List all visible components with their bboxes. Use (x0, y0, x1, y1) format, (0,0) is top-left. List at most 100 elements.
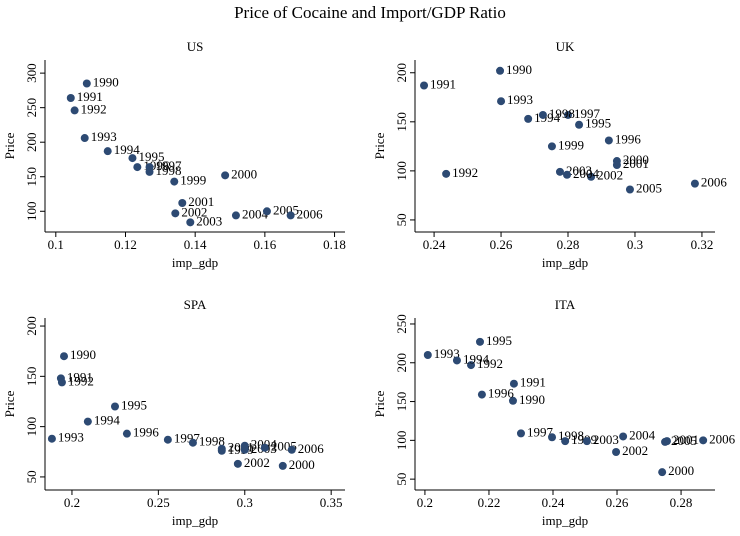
y-tick-label: 50 (24, 470, 39, 483)
panel: ITA 0.2 0.22 0.24 0.26 0.28 50 100 150 200 250 imp_… (372, 297, 736, 528)
point (477, 390, 486, 399)
x-tick-label: 0.12 (114, 237, 137, 252)
point (555, 167, 564, 176)
y-tick-label: 150 (24, 367, 39, 387)
point (625, 185, 634, 194)
point-label: 2005 (671, 433, 697, 448)
y-tick-label: 100 (394, 161, 409, 181)
panel-title: ITA (555, 297, 576, 312)
point-label: 1994 (94, 413, 121, 428)
point (170, 177, 179, 186)
point (122, 429, 131, 438)
point-label: 1992 (477, 356, 503, 371)
point (110, 402, 119, 411)
point-label: 2001 (623, 156, 649, 171)
point (80, 134, 89, 143)
y-tick-label: 200 (394, 353, 409, 373)
point-label: 1993 (58, 430, 84, 445)
figure-title: Price of Cocaine and Import/GDP Ratio (234, 3, 506, 22)
y-tick-label: 50 (394, 213, 409, 226)
point-label: 2001 (188, 194, 214, 209)
point (221, 171, 230, 180)
point (564, 110, 573, 119)
x-axis-label: imp_gdp (172, 513, 218, 528)
point-label: 2003 (196, 213, 222, 228)
point-label: 2002 (622, 443, 648, 458)
point (699, 436, 708, 445)
point (66, 93, 75, 102)
point-label: 1998 (199, 434, 225, 449)
y-tick-label: 250 (394, 314, 409, 334)
x-axis-label: imp_gdp (542, 513, 588, 528)
point-label: 2004 (573, 166, 600, 181)
point (509, 379, 518, 388)
point-label: 1995 (121, 397, 147, 412)
x-tick-label: 0.25 (147, 495, 170, 510)
point (188, 438, 197, 447)
point-label: 1997 (527, 424, 554, 439)
point (658, 468, 667, 477)
point (260, 443, 269, 452)
point-label: 1992 (68, 373, 94, 388)
point (612, 160, 621, 169)
point (690, 179, 699, 188)
point-label: 1994 (114, 142, 141, 157)
y-axis-label: Price (372, 390, 387, 417)
point-label: 1997 (574, 106, 601, 121)
x-tick-label: 0.18 (323, 237, 346, 252)
point (163, 435, 172, 444)
point (524, 114, 533, 123)
point-label: 2000 (231, 166, 257, 181)
x-tick-label: 0.26 (606, 495, 629, 510)
point-label: 1992 (452, 165, 478, 180)
x-tick-label: 0.35 (320, 495, 343, 510)
point-label: 1995 (585, 116, 611, 131)
point-label: 2004 (629, 427, 656, 442)
point-label: 2002 (597, 168, 623, 183)
point-label: 1990 (506, 62, 532, 77)
point-label: 1996 (488, 386, 514, 401)
point (612, 447, 621, 456)
point (587, 172, 596, 181)
point-label: 2001 (673, 432, 699, 447)
point-label: 2003 (593, 432, 619, 447)
point-label: 2005 (273, 202, 299, 217)
point (516, 429, 525, 438)
x-tick-label: 0.22 (478, 495, 501, 510)
point (83, 417, 92, 426)
point (240, 441, 249, 450)
point-label: 1999 (558, 137, 584, 152)
point-label: 1991 (77, 89, 103, 104)
point-label: 1990 (519, 392, 545, 407)
point (178, 198, 187, 207)
point-label: 1994 (463, 351, 490, 366)
y-tick-label: 200 (24, 316, 39, 336)
x-tick-label: 0.1 (48, 237, 64, 252)
x-tick-label: 0.2 (417, 495, 433, 510)
y-axis-label: Price (2, 390, 17, 417)
x-tick-label: 0.28 (557, 237, 580, 252)
panel: SPA 0.2 0.25 0.3 0.35 50 100 150 200 imp_gdp Price… (2, 297, 345, 528)
point-label: 2002 (181, 204, 207, 219)
x-tick-label: 0.32 (691, 237, 714, 252)
point-label: 2000 (668, 463, 694, 478)
point-label: 1990 (93, 74, 119, 89)
point (103, 147, 112, 156)
y-tick-label: 200 (394, 63, 409, 83)
point-label: 1995 (138, 149, 164, 164)
point (538, 110, 547, 119)
point (171, 209, 180, 218)
panel-title: US (187, 39, 204, 54)
y-tick-label: 300 (24, 63, 39, 83)
point (262, 207, 271, 216)
x-tick-label: 0.2 (64, 495, 80, 510)
point-label: 1993 (507, 92, 533, 107)
y-tick-label: 150 (24, 167, 39, 187)
x-tick-label: 0.14 (184, 237, 207, 252)
point-label: 1998 (549, 106, 575, 121)
point-label: 2006 (297, 206, 324, 221)
x-axis-label: imp_gdp (172, 255, 218, 270)
point-label: 2006 (298, 441, 325, 456)
point-label: 1992 (81, 101, 107, 116)
y-tick-label: 150 (394, 392, 409, 412)
